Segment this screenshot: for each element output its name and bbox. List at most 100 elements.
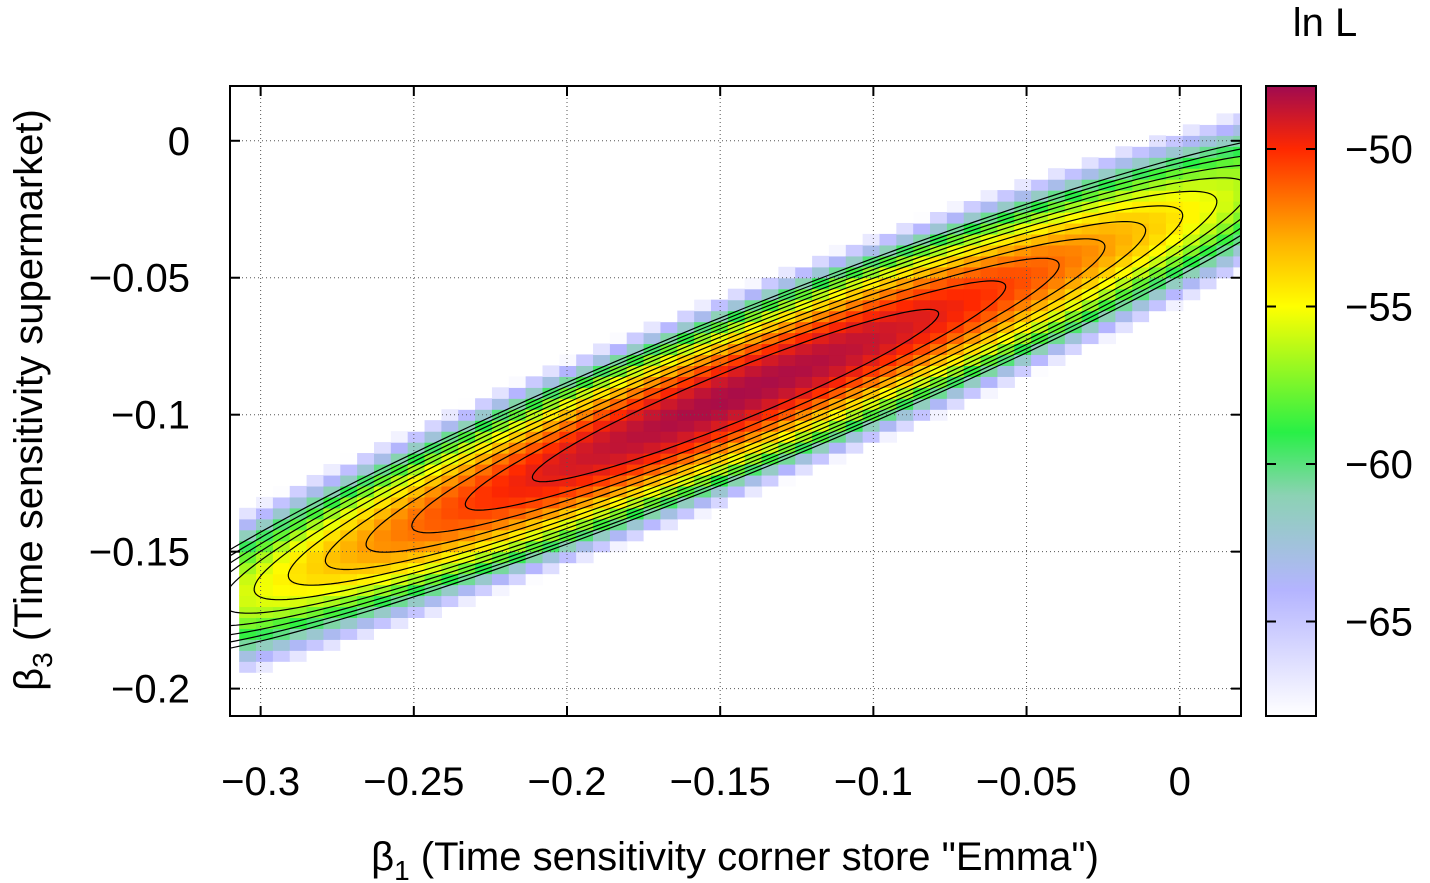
heatmap-cell	[778, 310, 796, 323]
heatmap-cell	[1014, 190, 1032, 202]
heatmap-cell	[441, 420, 459, 432]
heatmap-cell	[373, 496, 392, 509]
contour-line	[365, 238, 1106, 553]
heatmap-cell	[660, 464, 678, 476]
plot-frame	[229, 85, 1242, 717]
heatmap-cell	[778, 376, 796, 388]
heatmap-cell	[812, 255, 830, 268]
heatmap-cell	[424, 431, 442, 443]
heatmap-cell	[845, 376, 864, 388]
contour-line	[531, 308, 940, 483]
heatmap-cell	[1199, 255, 1218, 268]
heatmap-cell	[323, 573, 341, 586]
heatmap-cell	[677, 398, 695, 410]
heatmap-cell	[1031, 233, 1049, 246]
heatmap-cell	[677, 332, 695, 345]
heatmap-cell	[593, 387, 611, 399]
heatmap-cell	[289, 628, 308, 640]
heatmap-cell	[559, 365, 577, 377]
heatmap-cell	[1031, 201, 1049, 213]
heatmap-cell	[879, 332, 897, 345]
heatmap-cell	[997, 255, 1015, 268]
heatmap-cell	[694, 442, 712, 454]
heatmap-cell	[879, 354, 897, 366]
heatmap-cell	[862, 343, 881, 356]
heatmap-cell	[1182, 233, 1201, 246]
heatmap-cell	[609, 485, 628, 498]
heatmap-cell	[559, 398, 577, 410]
heatmap-cell	[458, 540, 476, 553]
heatmap-cell	[256, 595, 274, 608]
heatmap-cell	[626, 343, 645, 356]
heatmap-cell	[727, 453, 746, 465]
heatmap-cell	[542, 431, 560, 443]
heatmap-cell	[913, 332, 931, 345]
heatmap-cell	[323, 496, 341, 509]
heatmap-cell	[1199, 222, 1218, 235]
contour-line	[287, 205, 1184, 586]
heatmap-cell	[896, 233, 914, 246]
heatmap-cell	[306, 617, 325, 629]
heatmap-cell	[812, 376, 830, 388]
heatmap-cell	[1031, 354, 1049, 366]
heatmap-cell	[980, 332, 999, 345]
heatmap-cell	[1064, 255, 1083, 268]
heatmap-cell	[643, 464, 662, 476]
heatmap-cell	[1182, 277, 1201, 290]
heatmap-cell	[609, 420, 628, 432]
heatmap-cell	[997, 332, 1015, 345]
x-tick-labels: −0.3 −0.25 −0.2 −0.15 −0.1 −0.05 0	[221, 760, 1191, 804]
heatmap-cell	[761, 343, 779, 356]
heatmap-cell	[1047, 168, 1066, 180]
heatmap-cell	[930, 277, 948, 290]
heatmap-cell	[559, 431, 577, 443]
heatmap-cell	[643, 485, 662, 498]
heatmap-cell	[340, 529, 358, 542]
heatmap-cell	[1081, 201, 1100, 213]
heatmap-cell	[256, 562, 274, 575]
heatmap-cell	[930, 222, 948, 235]
heatmap-cell	[441, 464, 459, 476]
heatmap-cell	[761, 376, 779, 388]
heatmap-cell	[930, 365, 948, 377]
heatmap-cell	[1233, 190, 1241, 202]
heatmap-cell	[677, 496, 695, 509]
heatmap-cell	[559, 474, 577, 487]
heatmap-cell	[896, 299, 914, 312]
heatmap-cell	[256, 507, 274, 520]
heatmap-cell	[862, 244, 881, 257]
heatmap-cell	[710, 398, 729, 410]
heatmap-cell	[913, 277, 931, 290]
heatmap-cell	[778, 354, 796, 366]
heatmap-cell	[845, 387, 864, 399]
heatmap-cell	[323, 529, 341, 542]
heatmap-cell	[256, 496, 274, 509]
heatmap-cell	[508, 474, 527, 487]
heatmap-cell	[390, 507, 409, 520]
heatmap-cell	[828, 453, 847, 465]
heatmap-cell	[458, 529, 476, 542]
heatmap-cell	[980, 310, 999, 323]
y-tick-label: −0.05	[89, 257, 190, 301]
heatmap-cell	[1182, 179, 1201, 191]
heatmap-cell	[390, 496, 409, 509]
heatmap-cell	[913, 222, 931, 235]
heatmap-cell	[458, 518, 476, 531]
heatmap-cell	[1064, 179, 1083, 191]
heatmap-cell	[373, 628, 392, 640]
heatmap-cell	[1098, 310, 1116, 323]
heatmap-cell	[744, 420, 763, 432]
heatmap-cell	[340, 573, 358, 586]
heatmap-cell	[812, 299, 830, 312]
heatmap-cell	[272, 518, 291, 531]
heatmap-cell	[946, 255, 965, 268]
heatmap-cell	[458, 431, 476, 443]
heatmap-cell	[660, 409, 678, 421]
heatmap-cell	[256, 661, 274, 673]
heatmap-cell	[997, 266, 1015, 279]
heatmap-cell	[761, 464, 779, 476]
heatmap-cell	[458, 420, 476, 432]
heatmap-cell	[407, 518, 426, 531]
heatmap-cell	[1014, 365, 1032, 377]
heatmap-cell	[357, 453, 375, 465]
